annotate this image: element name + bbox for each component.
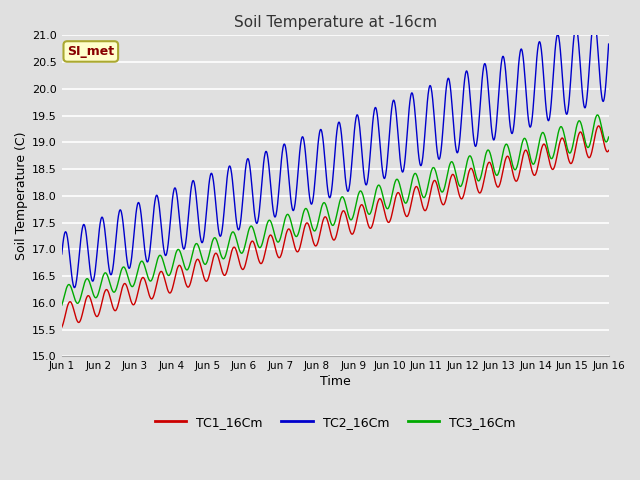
Y-axis label: Soil Temperature (C): Soil Temperature (C) [15, 132, 28, 260]
Legend: TC1_16Cm, TC2_16Cm, TC3_16Cm: TC1_16Cm, TC2_16Cm, TC3_16Cm [150, 411, 520, 434]
Text: SI_met: SI_met [67, 45, 115, 58]
Title: Soil Temperature at -16cm: Soil Temperature at -16cm [234, 15, 436, 30]
X-axis label: Time: Time [320, 375, 351, 388]
